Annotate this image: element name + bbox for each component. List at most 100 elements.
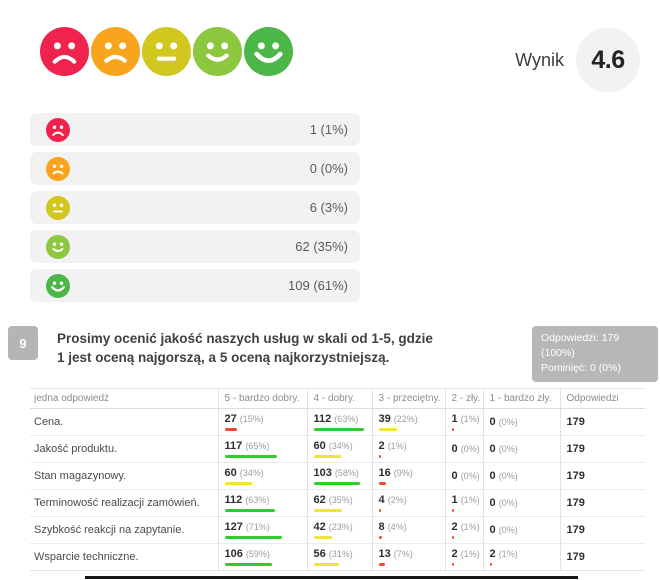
question-number-badge: 9 xyxy=(8,326,38,360)
distribution-row: 109 (61%) xyxy=(30,269,360,302)
rating-cell: 106 (59%) xyxy=(217,543,307,571)
cell-percent: (63%) xyxy=(245,495,270,505)
rating-cell: 1 (1%) xyxy=(444,489,483,517)
rating-cell: 0 (0%) xyxy=(482,489,560,517)
cell-bar xyxy=(378,482,386,485)
responses-badge: Odpowiedzi: 179 (100%) Pominięć: 0 (0%) xyxy=(532,326,658,382)
cell-count: 0 (0%) xyxy=(489,524,518,536)
rating-cell: 0 (0%) xyxy=(482,408,560,436)
table-row: Szybkość reakcji na zapytanie. 127 (71%) 4… xyxy=(30,516,645,544)
face-happy-icon xyxy=(193,27,242,76)
cell-bar xyxy=(451,563,454,566)
cell-bar xyxy=(451,536,454,539)
cell-bar xyxy=(224,509,275,512)
cell-bar xyxy=(224,455,277,458)
rating-cell: 112 (63%) xyxy=(217,489,307,517)
row-label: Szybkość reakcji na zapytanie. xyxy=(30,516,218,544)
row-total: 179 xyxy=(559,462,645,490)
cell-count: 8 (4%) xyxy=(378,521,407,533)
score-label: Wynik xyxy=(515,49,564,70)
cell-bar xyxy=(313,536,332,539)
cell-count: 117 (65%) xyxy=(224,440,270,452)
column-header: 5 - bardzo dobry. xyxy=(217,388,307,409)
rating-cell: 4 (2%) xyxy=(371,489,445,517)
rating-cell: 117 (65%) xyxy=(217,435,307,463)
cell-percent: (1%) xyxy=(460,414,480,424)
face-happy-icon xyxy=(46,234,70,259)
row-label: Jakość produktu. xyxy=(30,435,218,463)
distribution-count: 6 (3%) xyxy=(309,200,348,215)
cell-percent: (15%) xyxy=(239,414,264,424)
cell-bar xyxy=(313,482,360,485)
cell-percent: (0%) xyxy=(498,471,518,481)
cell-percent: (1%) xyxy=(460,495,480,505)
cell-percent: (7%) xyxy=(393,549,413,559)
row-label: Cena. xyxy=(34,416,64,428)
cell-percent: (65%) xyxy=(245,441,270,451)
column-header: 3 - przeciętny. xyxy=(371,388,445,409)
face-sad-icon xyxy=(46,156,70,181)
rating-cell: 16 (9%) xyxy=(371,462,445,490)
face-very-happy-icon xyxy=(46,273,70,298)
rating-cell: 39 (22%) xyxy=(371,408,445,436)
cell-percent: (23%) xyxy=(328,522,353,532)
rating-cell: 42 (23%) xyxy=(306,516,372,544)
rating-cell: 127 (71%) xyxy=(217,516,307,544)
row-total: 179 xyxy=(559,435,645,463)
results-table-wrap: jedna odpowiedź 5 - bardzo dobry. 4 - dobr… xyxy=(30,388,645,571)
cell-count: 2 (1%) xyxy=(489,548,518,560)
cell-count: 0 (0%) xyxy=(489,416,518,428)
cell-bar xyxy=(313,428,364,431)
face-very-sad-icon xyxy=(40,27,89,76)
rating-cell: 0 (0%) xyxy=(444,462,483,490)
face-very-sad-icon xyxy=(46,117,70,142)
row-total: 179 xyxy=(559,408,645,436)
bottom-border-line xyxy=(85,576,578,579)
column-header: jedna odpowiedź xyxy=(30,388,218,409)
column-header: 4 - dobry. xyxy=(306,388,372,409)
cell-count: 112 (63%) xyxy=(224,494,270,506)
rating-cell: 27 (15%) xyxy=(217,408,307,436)
cell-count: 103 (58%) xyxy=(313,467,359,479)
column-header: 2 - zły. xyxy=(444,388,483,409)
cell-percent: (1%) xyxy=(387,441,407,451)
score: Wynik 4.6 xyxy=(515,28,640,92)
cell-percent: (0%) xyxy=(498,525,518,535)
cell-bar xyxy=(451,509,454,512)
cell-count: 16 (9%) xyxy=(378,467,413,479)
cell-bar xyxy=(378,455,381,458)
cell-bar xyxy=(489,563,492,566)
cell-count: 0 (0%) xyxy=(489,497,518,509)
rating-cell: 56 (31%) xyxy=(306,543,372,571)
cell-count: 0 (0%) xyxy=(489,470,518,482)
rating-cell: 2 (1%) xyxy=(482,543,560,571)
cell-bar xyxy=(224,482,252,485)
row-label: Wsparcie techniczne. xyxy=(30,543,218,571)
cell-percent: (0%) xyxy=(460,471,480,481)
row-total: 179 xyxy=(559,543,645,571)
cell-percent: (2%) xyxy=(387,495,407,505)
rating-cell: 13 (7%) xyxy=(371,543,445,571)
column-header: 1 - bardzo zły. xyxy=(482,388,560,409)
cell-bar xyxy=(224,428,237,431)
cell-percent: (31%) xyxy=(328,549,353,559)
cell-percent: (22%) xyxy=(393,414,418,424)
distribution-count: 1 (1%) xyxy=(309,122,348,137)
cell-count: 0 (0%) xyxy=(451,470,480,482)
column-header: Odpowiedzi xyxy=(559,388,645,409)
table-row: Wsparcie techniczne. 106 (59%) 56 (31%) 13 … xyxy=(30,543,645,571)
cell-bar xyxy=(378,563,385,566)
distribution-row: 6 (3%) xyxy=(30,191,360,224)
row-label: Terminowość realizacji zamówień. xyxy=(30,489,218,517)
question-text: Prosimy ocenić jakość naszych usług w sk… xyxy=(57,331,433,366)
rating-cell: 8 (4%) xyxy=(371,516,445,544)
cell-count: 56 (31%) xyxy=(313,548,353,560)
cell-percent: (1%) xyxy=(460,522,480,532)
rating-scale xyxy=(40,27,293,76)
face-sad-icon xyxy=(91,27,140,76)
cell-bar xyxy=(313,509,342,512)
cell-count: 1 (1%) xyxy=(451,413,480,425)
cell-percent: (0%) xyxy=(460,444,480,454)
cell-bar xyxy=(224,563,272,566)
